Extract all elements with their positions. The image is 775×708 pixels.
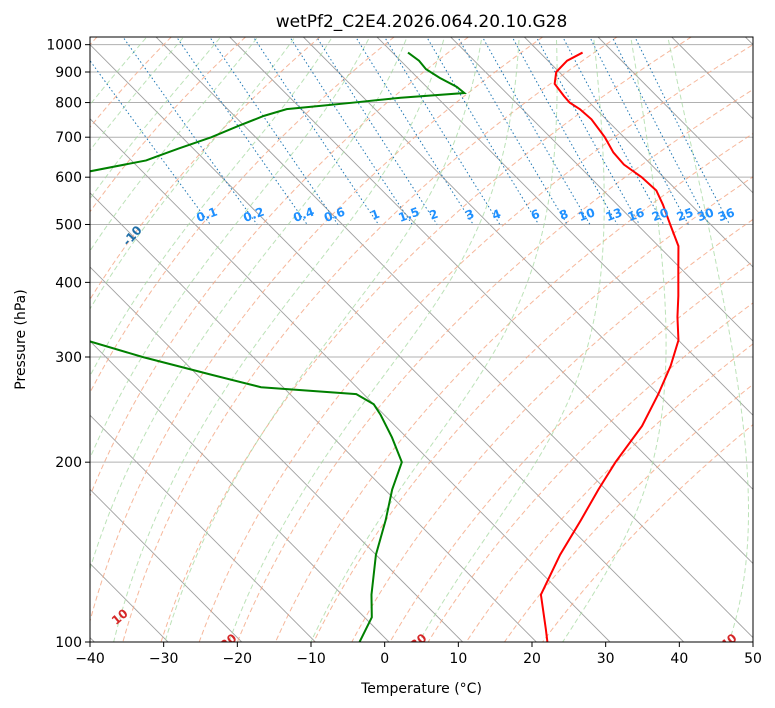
dry-adiabat-line — [275, 132, 753, 642]
mixing-ratio-line — [481, 37, 591, 225]
axes-layer: −40 −30 −20 −10 0 10 20 30 40 5010009008007006005… — [46, 38, 762, 667]
moist-adiabat-line — [667, 37, 750, 642]
dry-adiabat-line — [465, 343, 753, 642]
mixing-ratio-label: 10 — [576, 205, 596, 224]
mixing-ratio-line — [252, 37, 379, 225]
isotherm-line — [90, 44, 685, 642]
isotherm-line — [90, 118, 611, 642]
mixing-ratio-label: 30 — [695, 205, 715, 224]
mixing-ratio-line — [589, 37, 689, 225]
isotherm-line — [155, 37, 753, 639]
x-tick-label: 20 — [523, 651, 541, 667]
moist-adiabat-label: 40 — [718, 631, 740, 652]
mixing-ratio-line — [176, 37, 308, 225]
mixing-ratio-line — [209, 37, 339, 225]
x-tick-label: 30 — [597, 651, 615, 667]
isotherm-line — [229, 37, 753, 565]
mixing-ratio-label: 36 — [716, 205, 736, 224]
moist-adiabat-line — [228, 37, 520, 642]
x-tick-label: −10 — [296, 651, 326, 667]
x-tick-label: 0 — [380, 651, 389, 667]
mixing-ratio-line — [535, 37, 640, 225]
moist-adiabat-line — [562, 37, 667, 642]
isotherm-line — [90, 414, 316, 642]
y-tick-label: 700 — [55, 130, 82, 146]
isotherm-line — [303, 37, 753, 491]
dry-adiabat-line — [160, 37, 692, 642]
isotherm-line — [90, 488, 243, 642]
dewpoint-profile-line — [90, 51, 467, 642]
moist-adiabat-line — [310, 37, 558, 642]
grid-layer — [90, 37, 753, 642]
isotherm-line — [450, 37, 753, 342]
dry-adiabat-line — [504, 383, 753, 642]
x-tick-label: −40 — [75, 651, 105, 667]
isotherm-line — [524, 37, 753, 268]
y-tick-label: 100 — [55, 635, 82, 651]
chart-title: wetPf2_C2E4.2026.064.20.10.G28 — [276, 12, 568, 32]
mixing-ratio-line — [355, 37, 474, 225]
mixing-ratio-label: 1.5 — [397, 205, 422, 225]
dry-adiabat-line — [122, 37, 618, 642]
dry-adiabat-line — [313, 176, 753, 642]
mixing-ratio-label: 25 — [675, 205, 695, 224]
plot-frame — [89, 36, 754, 643]
x-tick-label: −20 — [223, 651, 253, 667]
y-axis-label: Pressure (hPa) — [13, 289, 29, 389]
moist-adiabat-line — [90, 37, 222, 200]
mixing-ratio-line — [457, 37, 568, 225]
mixing-ratio-label: 0.4 — [291, 205, 316, 225]
mixing-ratio-line — [122, 37, 258, 225]
dry-adiabat-line — [351, 218, 753, 642]
x-tick-label: −30 — [149, 651, 179, 667]
x-tick-label: 10 — [449, 651, 467, 667]
y-tick-label: 400 — [55, 275, 82, 291]
profile-layer — [90, 51, 680, 642]
y-tick-label: 500 — [55, 217, 82, 233]
moist-adiabat-line — [164, 37, 483, 642]
dry-adiabat-line — [90, 37, 543, 624]
dry-adiabat-line — [90, 37, 321, 301]
y-tick-label: 300 — [55, 350, 82, 366]
mixing-ratio-line — [384, 37, 501, 225]
dry-adiabat-line — [90, 37, 395, 394]
isotherm-line — [90, 266, 464, 642]
dry-adiabat-line — [90, 37, 246, 213]
mixing-ratio-line — [511, 37, 618, 225]
isotherm-line — [90, 340, 390, 642]
y-tick-label: 1000 — [46, 38, 82, 54]
y-tick-label: 600 — [55, 170, 82, 186]
y-tick-label: 200 — [55, 455, 82, 471]
mixing-ratio-line — [426, 37, 540, 225]
mixing-ratio-label: 13 — [604, 205, 624, 224]
x-axis-label: Temperature (°C) — [360, 681, 482, 697]
moist-adiabat-line — [418, 37, 605, 642]
isotherm-line — [90, 192, 537, 642]
y-tick-label: 900 — [55, 65, 82, 81]
dry-adiabat-line — [389, 260, 753, 642]
temperature-profile-line — [539, 51, 680, 642]
moist-adiabat-line — [90, 37, 333, 378]
moist-adiabat-line — [90, 37, 371, 460]
moist-adiabat-line — [90, 37, 296, 310]
x-tick-label: 50 — [744, 651, 762, 667]
mixing-ratio-label: 20 — [650, 205, 670, 224]
x-tick-label: 40 — [670, 651, 688, 667]
dry-adiabat-line — [90, 37, 469, 498]
moist-adiabat-label: 30 — [408, 631, 430, 652]
y-tick-label: 800 — [55, 96, 82, 112]
mixing-ratio-line — [611, 37, 710, 225]
mixing-ratio-label: 0.6 — [322, 205, 347, 225]
mixing-ratio-label: 0.2 — [241, 205, 266, 225]
mixing-ratio-label: 0.1 — [194, 205, 219, 225]
mixing-ratio-label: 16 — [626, 205, 646, 224]
isotherm-line — [597, 37, 753, 194]
moist-adiabat-line — [90, 37, 259, 252]
mixing-ratio-line — [562, 37, 665, 225]
moist-adiabat-label: 20 — [218, 631, 240, 652]
